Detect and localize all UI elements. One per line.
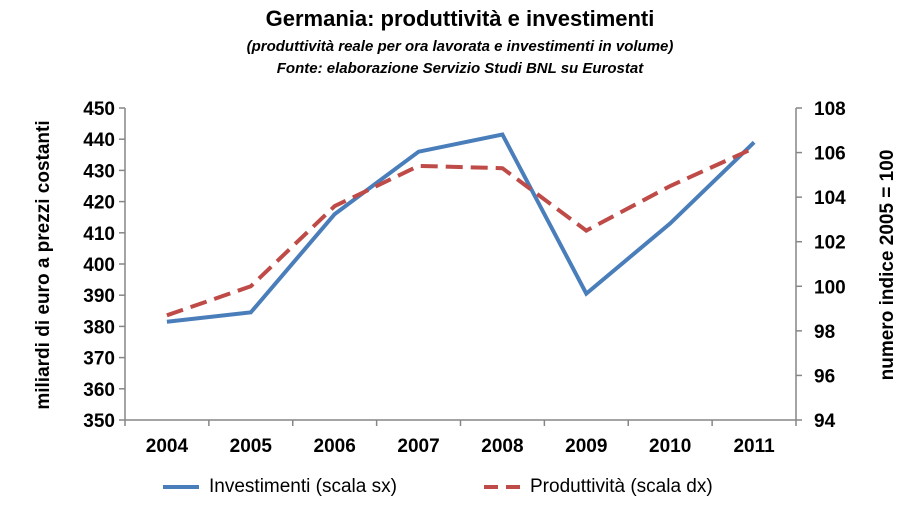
right-tick-label: 94 <box>814 411 836 432</box>
left-tick-label: 400 <box>83 255 115 276</box>
right-tick-label: 98 <box>814 322 835 343</box>
left-tick-label: 370 <box>83 349 115 370</box>
left-y-axis: 350 360 370 380 390 400 410 420 430 440 450 <box>83 99 126 432</box>
right-tick-label: 100 <box>814 277 846 298</box>
x-tick-label: 2011 <box>733 436 775 457</box>
series-line-investimenti <box>166 132 756 324</box>
chart-legend: Investimenti (scala sx) Produttività (sc… <box>0 476 920 500</box>
left-tick-label: 350 <box>83 411 115 432</box>
left-tick-label: 360 <box>83 380 115 401</box>
right-tick-label: 102 <box>814 233 846 254</box>
x-tick-label: 2007 <box>397 436 439 457</box>
left-tick-label: 380 <box>83 317 115 338</box>
legend-label-produttivita: Produttività (scala dx) <box>530 476 713 497</box>
chart-plot: 350 360 370 380 390 400 410 420 430 440 450 94 96 98… <box>33 99 898 457</box>
series-line-produttivita <box>166 146 755 318</box>
x-tick-label: 2009 <box>565 436 607 457</box>
series-lines <box>166 132 756 324</box>
x-tick-label: 2010 <box>649 436 691 457</box>
right-tick-label: 96 <box>814 366 835 387</box>
left-tick-label: 440 <box>83 130 115 151</box>
x-tick-label: 2004 <box>146 436 189 457</box>
right-tick-label: 108 <box>814 99 846 120</box>
left-tick-label: 420 <box>83 193 115 214</box>
legend-label-investimenti: Investimenti (scala sx) <box>209 476 397 497</box>
legend-swatch-dashed <box>484 485 520 489</box>
legend-item-produttivita: Produttività (scala dx) <box>484 476 713 498</box>
left-tick-label: 410 <box>83 224 115 245</box>
left-tick-label: 390 <box>83 286 115 307</box>
right-tick-label: 106 <box>814 144 846 165</box>
left-axis-title: miliardi di euro a prezzi costanti <box>33 120 54 409</box>
chart-title: Germania: produttività e investimenti <box>265 6 655 31</box>
right-axis-title: numero indice 2005 = 100 <box>877 150 898 381</box>
legend-swatch-solid <box>163 485 199 489</box>
chart-source: Fonte: elaborazione Servizio Studi BNL s… <box>276 60 644 77</box>
legend-item-investimenti: Investimenti (scala sx) <box>163 476 397 498</box>
x-tick-label: 2005 <box>230 436 273 457</box>
x-tick-label: 2006 <box>314 436 356 457</box>
x-axis: 2004 2005 2006 2007 2008 2009 2010 2011 <box>124 419 797 457</box>
x-tick-label: 2008 <box>481 436 523 457</box>
left-tick-label: 430 <box>83 161 115 182</box>
left-tick-label: 450 <box>83 99 115 120</box>
chart-subtitle: (produttività reale per ora lavorata e i… <box>246 38 674 55</box>
right-y-axis: 94 96 98 100 102 104 106 108 <box>795 99 846 432</box>
right-tick-label: 104 <box>814 188 846 209</box>
